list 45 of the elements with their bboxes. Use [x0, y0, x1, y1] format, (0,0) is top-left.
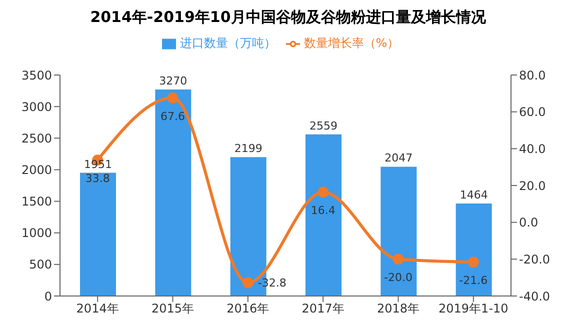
data-label: -21.6 — [459, 274, 488, 288]
bar — [80, 172, 116, 296]
point — [242, 277, 254, 288]
data-label: 2047 — [384, 152, 413, 165]
y-tick-label: 1500 — [21, 194, 52, 209]
y-tick-label: 2000 — [21, 162, 52, 177]
x-tick-label: 2014年 — [76, 302, 119, 316]
data-label: 2199 — [234, 142, 262, 156]
y-tick-label: 500 — [29, 258, 52, 272]
data-label: 3270 — [159, 74, 188, 88]
bar — [306, 134, 342, 296]
x-tick-label: 2017年 — [302, 302, 344, 316]
data-label: 16.4 — [310, 204, 336, 218]
y2-tick-label: 40.0 — [519, 142, 546, 156]
bar — [456, 204, 492, 296]
point — [468, 256, 479, 268]
y-tick-label: 3500 — [21, 68, 52, 82]
point — [167, 92, 178, 104]
y2-tick-label: -40.0 — [519, 289, 550, 304]
y2-tick-label: 80.0 — [519, 68, 546, 82]
data-label: 67.6 — [160, 110, 185, 123]
y-tick-label: 3000 — [21, 100, 52, 114]
bar — [155, 90, 192, 296]
point — [318, 186, 329, 198]
data-label: 33.8 — [85, 172, 110, 186]
data-label: -20.0 — [384, 271, 412, 284]
data-label: 1464 — [460, 188, 488, 202]
y2-tick-label: 60.0 — [519, 105, 546, 120]
y-tick-label: 2500 — [21, 131, 52, 146]
y2-tick-label: 0.0 — [519, 216, 538, 230]
y2-tick-label: 20.0 — [519, 178, 546, 193]
x-tick-label: 2015年 — [151, 302, 194, 316]
data-label: 1951 — [84, 158, 112, 171]
point — [392, 254, 404, 265]
legend-label: 数量增长率（%） — [304, 36, 400, 50]
y-tick-label: 1000 — [21, 226, 52, 240]
x-tick-label: 2018年 — [376, 302, 420, 316]
legend-label: 进口数量（万吨） — [180, 36, 276, 50]
bar — [380, 166, 417, 296]
chart-title: 2014年-2019年10月中国谷物及谷物粉进口量及增长情况 — [89, 8, 487, 28]
data-label: 2559 — [310, 119, 338, 132]
x-tick-label: 2019年1-10 — [438, 302, 508, 316]
y2-tick-label: -20.0 — [519, 252, 550, 266]
x-tick-label: 2016年 — [226, 302, 270, 316]
y-tick-label: 0 — [44, 289, 52, 304]
